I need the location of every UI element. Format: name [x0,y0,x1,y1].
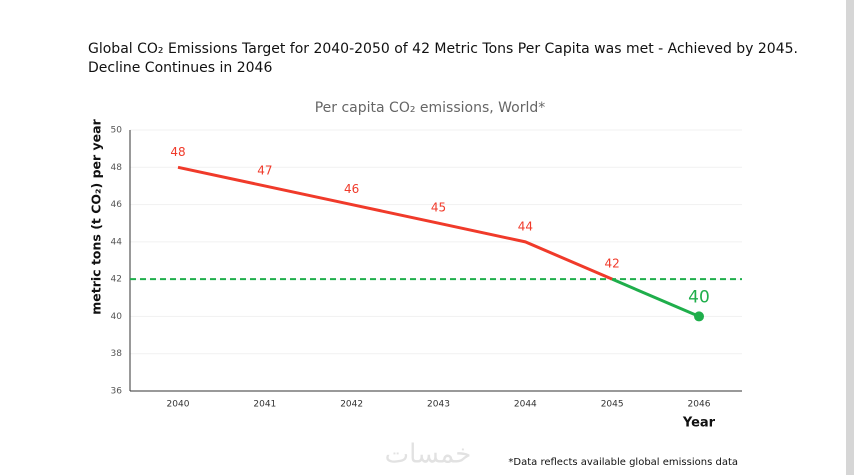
y-tick-label: 38 [111,349,123,359]
watermark: خمسات [385,440,472,470]
data-label: 47 [257,163,272,177]
scrollbar [846,0,854,475]
x-tick-label: 2043 [427,400,450,410]
y-tick-label: 40 [111,312,123,322]
footnote: *Data reflects available global emission… [508,457,738,468]
x-tick-label: 2044 [514,400,537,410]
y-tick-label: 48 [111,163,123,173]
data-label: 42 [605,257,620,271]
y-tick-label: 36 [111,387,123,397]
plot: 36 38 40 42 44 46 48 50 2040 2041 2042 2043 2044 2045… [111,126,742,410]
x-tick-label: 2045 [601,400,624,410]
y-tick-label: 42 [111,275,122,285]
y-axis-label: metric tons (t CO₂) per year [89,118,104,314]
data-label: 46 [344,182,359,196]
data-label: 44 [518,219,533,233]
x-tick-label: 2041 [253,400,276,410]
y-tick-label: 50 [111,126,123,136]
series-line [611,277,700,318]
x-axis-label: Year [682,416,716,431]
data-label: 48 [170,145,185,159]
x-tick-label: 2042 [340,400,363,410]
chart-title: Global CO₂ Emissions Target for 2040-205… [88,41,798,57]
y-tick-label: 44 [111,237,123,247]
data-label: 45 [431,201,446,215]
x-tick-label: 2040 [167,400,190,410]
chart-title-line2: Decline Continues in 2046 [88,60,272,76]
y-tick-label: 46 [111,200,123,210]
series-line [177,165,613,281]
chart-subtitle: Per capita CO₂ emissions, World* [315,100,546,116]
end-marker [694,311,704,322]
x-tick-label: 2046 [688,400,711,410]
data-label: 40 [688,287,710,307]
